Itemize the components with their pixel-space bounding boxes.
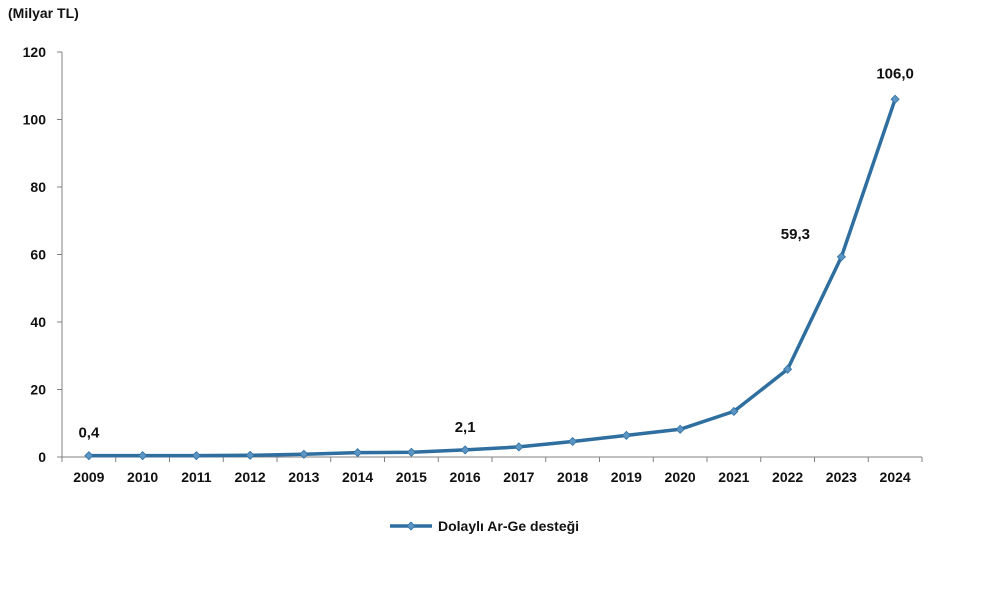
data-point bbox=[621, 430, 631, 440]
x-tick-label: 2009 bbox=[73, 469, 104, 485]
axes bbox=[57, 51, 923, 462]
data-point bbox=[890, 94, 900, 104]
data-point bbox=[191, 451, 201, 461]
data-point bbox=[406, 447, 416, 457]
y-tick-label: 100 bbox=[23, 112, 47, 128]
x-tick-label: 2013 bbox=[288, 469, 319, 485]
data-point bbox=[460, 445, 470, 455]
data-point bbox=[138, 451, 148, 461]
data-point bbox=[836, 252, 846, 262]
y-unit-label: (Milyar TL) bbox=[8, 5, 79, 21]
x-tick-label: 2012 bbox=[235, 469, 266, 485]
x-tick-label: 2020 bbox=[665, 469, 696, 485]
x-tick-label: 2016 bbox=[450, 469, 481, 485]
x-tick-label: 2010 bbox=[127, 469, 158, 485]
y-tick-label: 40 bbox=[30, 314, 46, 330]
data-point bbox=[675, 424, 685, 434]
y-tick-labels: 0 20 40 60 80 100 120 bbox=[23, 44, 47, 465]
data-point bbox=[353, 448, 363, 458]
data-point bbox=[514, 442, 524, 452]
x-tick-label: 2018 bbox=[557, 469, 588, 485]
legend-marker-swatch bbox=[406, 521, 416, 531]
x-tick-label: 2024 bbox=[880, 469, 911, 485]
y-tick-label: 60 bbox=[30, 247, 46, 263]
x-tick-label: 2011 bbox=[181, 469, 212, 485]
x-tick-label: 2015 bbox=[396, 469, 427, 485]
x-tick-label: 2019 bbox=[611, 469, 642, 485]
data-labels: 0,4 2,1 59,3 106,0 bbox=[78, 65, 913, 441]
y-tick-label: 120 bbox=[23, 44, 47, 60]
data-point bbox=[783, 364, 793, 374]
x-tick-label: 2021 bbox=[718, 469, 749, 485]
data-label: 2,1 bbox=[455, 419, 476, 436]
data-label: 106,0 bbox=[876, 65, 914, 82]
x-tick-label: 2022 bbox=[772, 469, 803, 485]
data-point bbox=[84, 451, 94, 461]
data-point bbox=[729, 406, 739, 417]
series-line bbox=[87, 97, 897, 458]
x-tick-label: 2023 bbox=[826, 469, 857, 485]
data-point bbox=[568, 436, 578, 447]
x-tick-labels: 2009 2010 2011 2012 2013 2014 2015 2016 2017 2018… bbox=[73, 469, 911, 485]
data-label: 0,4 bbox=[78, 425, 100, 442]
y-tick-label: 80 bbox=[30, 179, 46, 195]
y-tick-label: 20 bbox=[30, 382, 46, 398]
legend-label: Dolaylı Ar-Ge desteği bbox=[438, 518, 579, 534]
data-point bbox=[245, 450, 255, 460]
y-tick-label: 0 bbox=[38, 449, 46, 465]
data-point bbox=[299, 449, 309, 459]
series-group bbox=[84, 94, 900, 461]
data-label: 59,3 bbox=[781, 226, 810, 243]
legend: Dolaylı Ar-Ge desteği bbox=[390, 518, 579, 534]
x-tick-label: 2014 bbox=[342, 469, 373, 485]
x-tick-label: 2017 bbox=[503, 469, 534, 485]
